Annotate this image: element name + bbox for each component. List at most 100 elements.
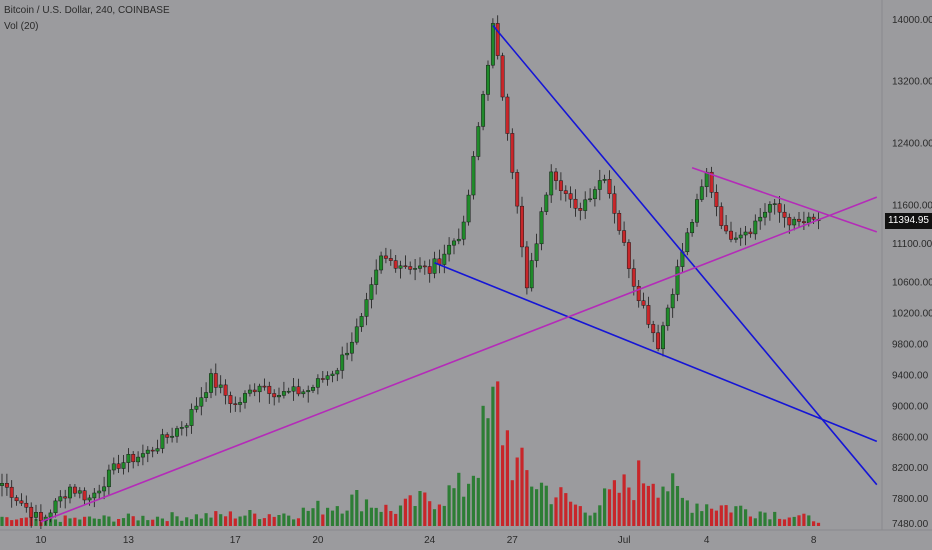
candle-body <box>592 189 597 200</box>
volume-bar <box>423 492 427 526</box>
volume-indicator-label[interactable]: Vol (20) <box>4 21 39 32</box>
volume-bar <box>389 511 393 526</box>
volume-bar <box>194 514 198 526</box>
price-axis[interactable]: 14000.00 13200.00 12400.00 11600.00 11100.00… <box>892 15 932 530</box>
time-tick-label: 27 <box>507 535 519 546</box>
volume-bar <box>408 495 412 526</box>
candle-body <box>558 180 563 191</box>
candle-body <box>388 258 393 261</box>
volume-bar <box>83 516 87 526</box>
chart-title: Bitcoin / U.S. Dollar, 240, COINBASE <box>4 5 170 16</box>
volume-bar <box>656 497 660 526</box>
candle-body <box>330 373 335 376</box>
trendline-descending-resistance[interactable] <box>691 167 878 233</box>
volume-bar <box>73 517 77 526</box>
candle-body <box>87 497 92 501</box>
candle-body <box>665 307 670 327</box>
volume-bar <box>24 517 28 526</box>
volume-bar <box>413 506 417 526</box>
volume-bar <box>165 521 169 526</box>
volume-layer <box>0 381 821 526</box>
candle-body <box>145 449 150 454</box>
price-tick-label: 8600.00 <box>892 432 929 443</box>
candle-body <box>204 392 209 398</box>
volume-bar <box>525 470 529 526</box>
volume-bar <box>282 513 286 526</box>
volume-bar <box>690 512 694 526</box>
volume-bar <box>734 506 738 526</box>
candle-body <box>738 234 743 239</box>
volume-bar <box>763 512 767 526</box>
volume-bar <box>121 518 126 526</box>
candle-body <box>539 211 544 245</box>
price-tick-label: 9000.00 <box>892 401 929 412</box>
candle-body <box>520 205 524 248</box>
candle-body <box>690 222 695 234</box>
volume-bar <box>384 504 388 526</box>
volume-bar <box>267 514 271 526</box>
trendline-rising-support[interactable] <box>40 196 878 523</box>
volume-bar <box>705 504 709 526</box>
volume-bar <box>175 516 179 526</box>
candle-body <box>34 512 38 518</box>
candle-body <box>806 216 811 224</box>
candle-body <box>636 286 641 301</box>
candle-body <box>607 179 612 194</box>
candle-body <box>719 206 724 226</box>
candle-body <box>787 217 792 226</box>
trendline-lower-descending[interactable] <box>434 262 878 443</box>
candle-body <box>155 448 160 452</box>
volume-bar <box>136 520 140 526</box>
candle-body <box>427 266 432 274</box>
candle-body <box>797 218 801 222</box>
volume-bar <box>233 518 237 526</box>
volume-bar <box>787 517 791 526</box>
candle-body <box>510 133 515 173</box>
price-tick-label: 8200.00 <box>892 463 929 474</box>
volume-bar <box>486 418 490 526</box>
volume-bar <box>564 493 568 526</box>
candle-body <box>179 427 184 429</box>
candle-body <box>763 211 767 218</box>
candle-body <box>19 500 24 504</box>
volume-bar <box>350 494 354 526</box>
candle-body <box>277 395 281 398</box>
volume-bar <box>710 508 714 526</box>
time-axis[interactable]: 10 13 17 20 24 27 Jul 4 8 <box>35 535 816 546</box>
volume-bar <box>146 520 150 526</box>
candle-body <box>432 258 437 274</box>
volume-bar <box>471 475 475 526</box>
volume-bar <box>432 509 437 526</box>
candle-body <box>699 186 704 200</box>
volume-bar <box>326 507 330 526</box>
volume-bar <box>306 510 310 526</box>
volume-bar <box>180 520 184 526</box>
volume-bar <box>398 505 403 526</box>
candle-body <box>641 300 646 306</box>
volume-bar <box>258 519 262 526</box>
volume-bar <box>714 510 718 526</box>
volume-bar <box>685 500 689 526</box>
candle-body <box>320 378 325 380</box>
candle-body <box>481 94 486 127</box>
volume-bar <box>661 486 665 526</box>
candle-body <box>515 172 520 207</box>
candle-body <box>568 193 573 200</box>
volume-bar <box>403 498 407 526</box>
trendline-upper-descending[interactable] <box>492 24 878 486</box>
volume-bar <box>155 516 160 526</box>
time-tick-label: 13 <box>123 535 135 546</box>
volume-bar <box>0 516 4 526</box>
volume-bar <box>816 522 821 526</box>
candle-body <box>597 180 602 190</box>
candle-body <box>495 23 500 56</box>
price-tick-label: 13200.00 <box>892 77 932 88</box>
volume-bar <box>778 518 782 526</box>
volume-bar <box>719 505 723 526</box>
volume-bar <box>214 511 218 526</box>
volume-bar <box>612 480 616 526</box>
candle-body <box>379 255 384 271</box>
candle-body <box>29 506 34 518</box>
